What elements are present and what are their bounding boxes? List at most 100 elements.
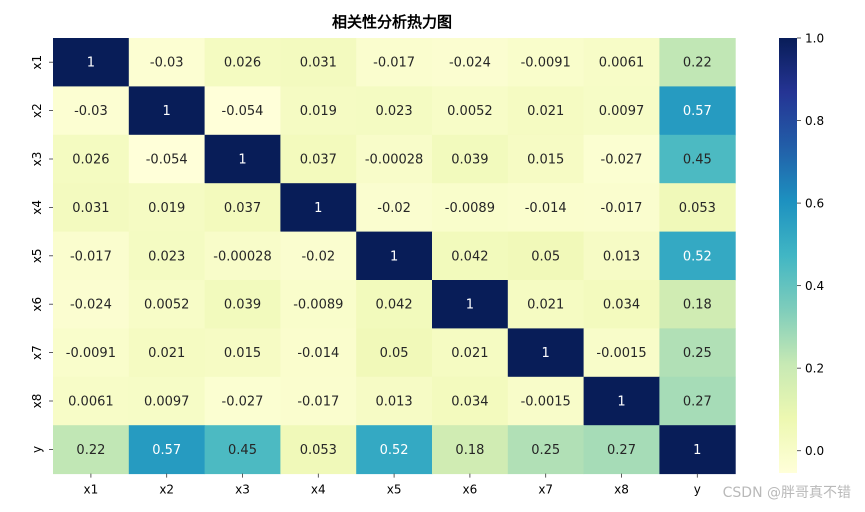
x-tick-label-x2: x2 — [159, 483, 174, 497]
heatmap-cell-x5-x7 — [507, 231, 585, 281]
heatmap-cell-x8-x4 — [280, 376, 357, 426]
cell-value-label: 0.22 — [683, 56, 712, 71]
heatmap-cell-x5-x3 — [204, 231, 281, 281]
cell-value-label: 0.031 — [72, 201, 109, 216]
cell-value-label: 0.0052 — [447, 104, 493, 119]
y-tick-label-x1: x1 — [30, 55, 44, 70]
heatmap-cell-x3-x7 — [507, 134, 585, 184]
cell-value-label: 0.18 — [683, 298, 712, 313]
x-axis-ticks: x1 x2 x3 x4 x5 x6 x7 x8 y — [84, 473, 701, 497]
cell-value-label: -0.027 — [601, 153, 643, 168]
heatmap-cell-y-x7 — [507, 425, 585, 475]
heatmap-cell-x6-x2 — [128, 280, 206, 329]
cell-value-label: -0.00028 — [365, 153, 423, 168]
cell-value-label: 0.021 — [451, 346, 488, 361]
cell-value-label: -0.0015 — [521, 395, 571, 410]
cell-value-label: 0.034 — [451, 395, 488, 410]
heatmap-cell-x5-x8 — [583, 231, 660, 281]
x-tick-label-y: y — [694, 483, 701, 497]
cell-value-label: 0.57 — [152, 443, 181, 458]
heatmap-cell-x1-x6 — [432, 38, 509, 87]
cell-value-label: -0.02 — [301, 249, 335, 264]
cell-value-label: -0.014 — [525, 201, 567, 216]
cell-value-label: 0.013 — [375, 395, 412, 410]
heatmap-cell-x5-x4 — [280, 231, 357, 281]
heatmap-cell-x3-x8 — [583, 134, 660, 184]
heatmap-cell-x3-x2 — [128, 134, 206, 184]
heatmap-cell-x7-x3 — [204, 328, 281, 378]
heatmap-cell-x2-x5 — [356, 86, 433, 136]
heatmap-cell-x6-x4 — [280, 280, 357, 329]
heatmap-cell-y-x6 — [432, 425, 509, 475]
cell-value-label: 1 — [163, 104, 171, 119]
cell-value-label: 0.021 — [148, 346, 185, 361]
cell-value-label: 0.45 — [683, 153, 712, 168]
cell-value-label: -0.054 — [222, 104, 264, 119]
cell-value-label: 0.034 — [603, 298, 640, 313]
heatmap-cell-x5-x5 — [356, 231, 433, 281]
colorbar-tick-label: 1.0 — [805, 32, 824, 46]
heatmap-cell-x7-x4 — [280, 328, 357, 378]
cell-value-label: -0.03 — [150, 56, 184, 71]
cell-value-label: 0.57 — [683, 104, 712, 119]
cell-value-label: -0.017 — [70, 249, 112, 264]
heatmap-cell-x4-x6 — [432, 183, 509, 233]
x-tick-label-x6: x6 — [463, 483, 478, 497]
heatmap-cell-x2-x2 — [128, 86, 206, 136]
heatmap-cell-x2-x1 — [53, 86, 130, 136]
heatmap-cell-x5-x2 — [128, 231, 206, 281]
y-tick-label-x8: x8 — [30, 394, 44, 409]
cell-value-label: 0.042 — [375, 298, 412, 313]
x-tick-label-x7: x7 — [538, 483, 553, 497]
heatmap-cell-x1-y — [659, 38, 736, 87]
heatmap-cell-x1-x4 — [280, 38, 357, 87]
cell-value-label: 0.053 — [679, 201, 716, 216]
y-tick-label-x4: x4 — [30, 200, 44, 215]
heatmap-cell-x7-x6 — [432, 328, 509, 378]
cell-value-label: -0.0091 — [66, 346, 116, 361]
heatmap-cell-x4-x3 — [204, 183, 281, 233]
cell-value-label: 1 — [617, 395, 625, 410]
heatmap-cell-x2-x8 — [583, 86, 660, 136]
cell-value-label: 0.021 — [527, 104, 564, 119]
heatmap-cell-x8-x8 — [583, 376, 660, 426]
heatmap-cell-x4-y — [659, 183, 736, 233]
cell-value-label: 0.019 — [300, 104, 337, 119]
chart-title: 相关性分析热力图 — [332, 13, 452, 31]
cell-value-label: 0.05 — [380, 346, 409, 361]
colorbar-tick-label: 0.8 — [805, 114, 824, 128]
heatmap-cell-x1-x2 — [128, 38, 206, 87]
heatmap-cell-x6-x5 — [356, 280, 433, 329]
heatmap-cell-x8-x7 — [507, 376, 585, 426]
heatmap-cell-x7-x2 — [128, 328, 206, 378]
heatmap-cell-x3-x3 — [204, 134, 281, 184]
colorbar-gradient — [779, 38, 797, 473]
cell-value-label: 0.18 — [455, 443, 484, 458]
cell-value-label: 1 — [87, 56, 95, 71]
heatmap-cell-x1-x1 — [53, 38, 130, 87]
heatmap-cell-x1-x8 — [583, 38, 660, 87]
heatmap-cell-x7-x5 — [356, 328, 433, 378]
heatmap-cell-y-x1 — [53, 425, 130, 475]
heatmap-cell-x3-x1 — [53, 134, 130, 184]
heatmap-cell-x2-x4 — [280, 86, 357, 136]
cell-value-label: 0.0061 — [68, 395, 114, 410]
heatmap-cell-x6-x7 — [507, 280, 585, 329]
cell-value-label: -0.017 — [601, 201, 643, 216]
cell-value-label: 0.015 — [224, 346, 261, 361]
heatmap-cell-x7-x7 — [507, 328, 585, 378]
cell-value-label: 0.026 — [72, 153, 109, 168]
heatmap-cell-x8-x2 — [128, 376, 206, 426]
cell-value-label: -0.014 — [297, 346, 339, 361]
cell-value-label: -0.017 — [373, 56, 415, 71]
y-tick-label-x5: x5 — [30, 248, 44, 263]
cell-value-label: 0.25 — [531, 443, 560, 458]
heatmap-cell-x4-x7 — [507, 183, 585, 233]
cell-value-label: 0.27 — [683, 395, 712, 410]
cell-value-label: 0.037 — [224, 201, 261, 216]
heatmap-cell-x6-x8 — [583, 280, 660, 329]
heatmap-cell-x6-x6 — [432, 280, 509, 329]
cell-value-label: 0.25 — [683, 346, 712, 361]
cell-value-label: -0.017 — [297, 395, 339, 410]
